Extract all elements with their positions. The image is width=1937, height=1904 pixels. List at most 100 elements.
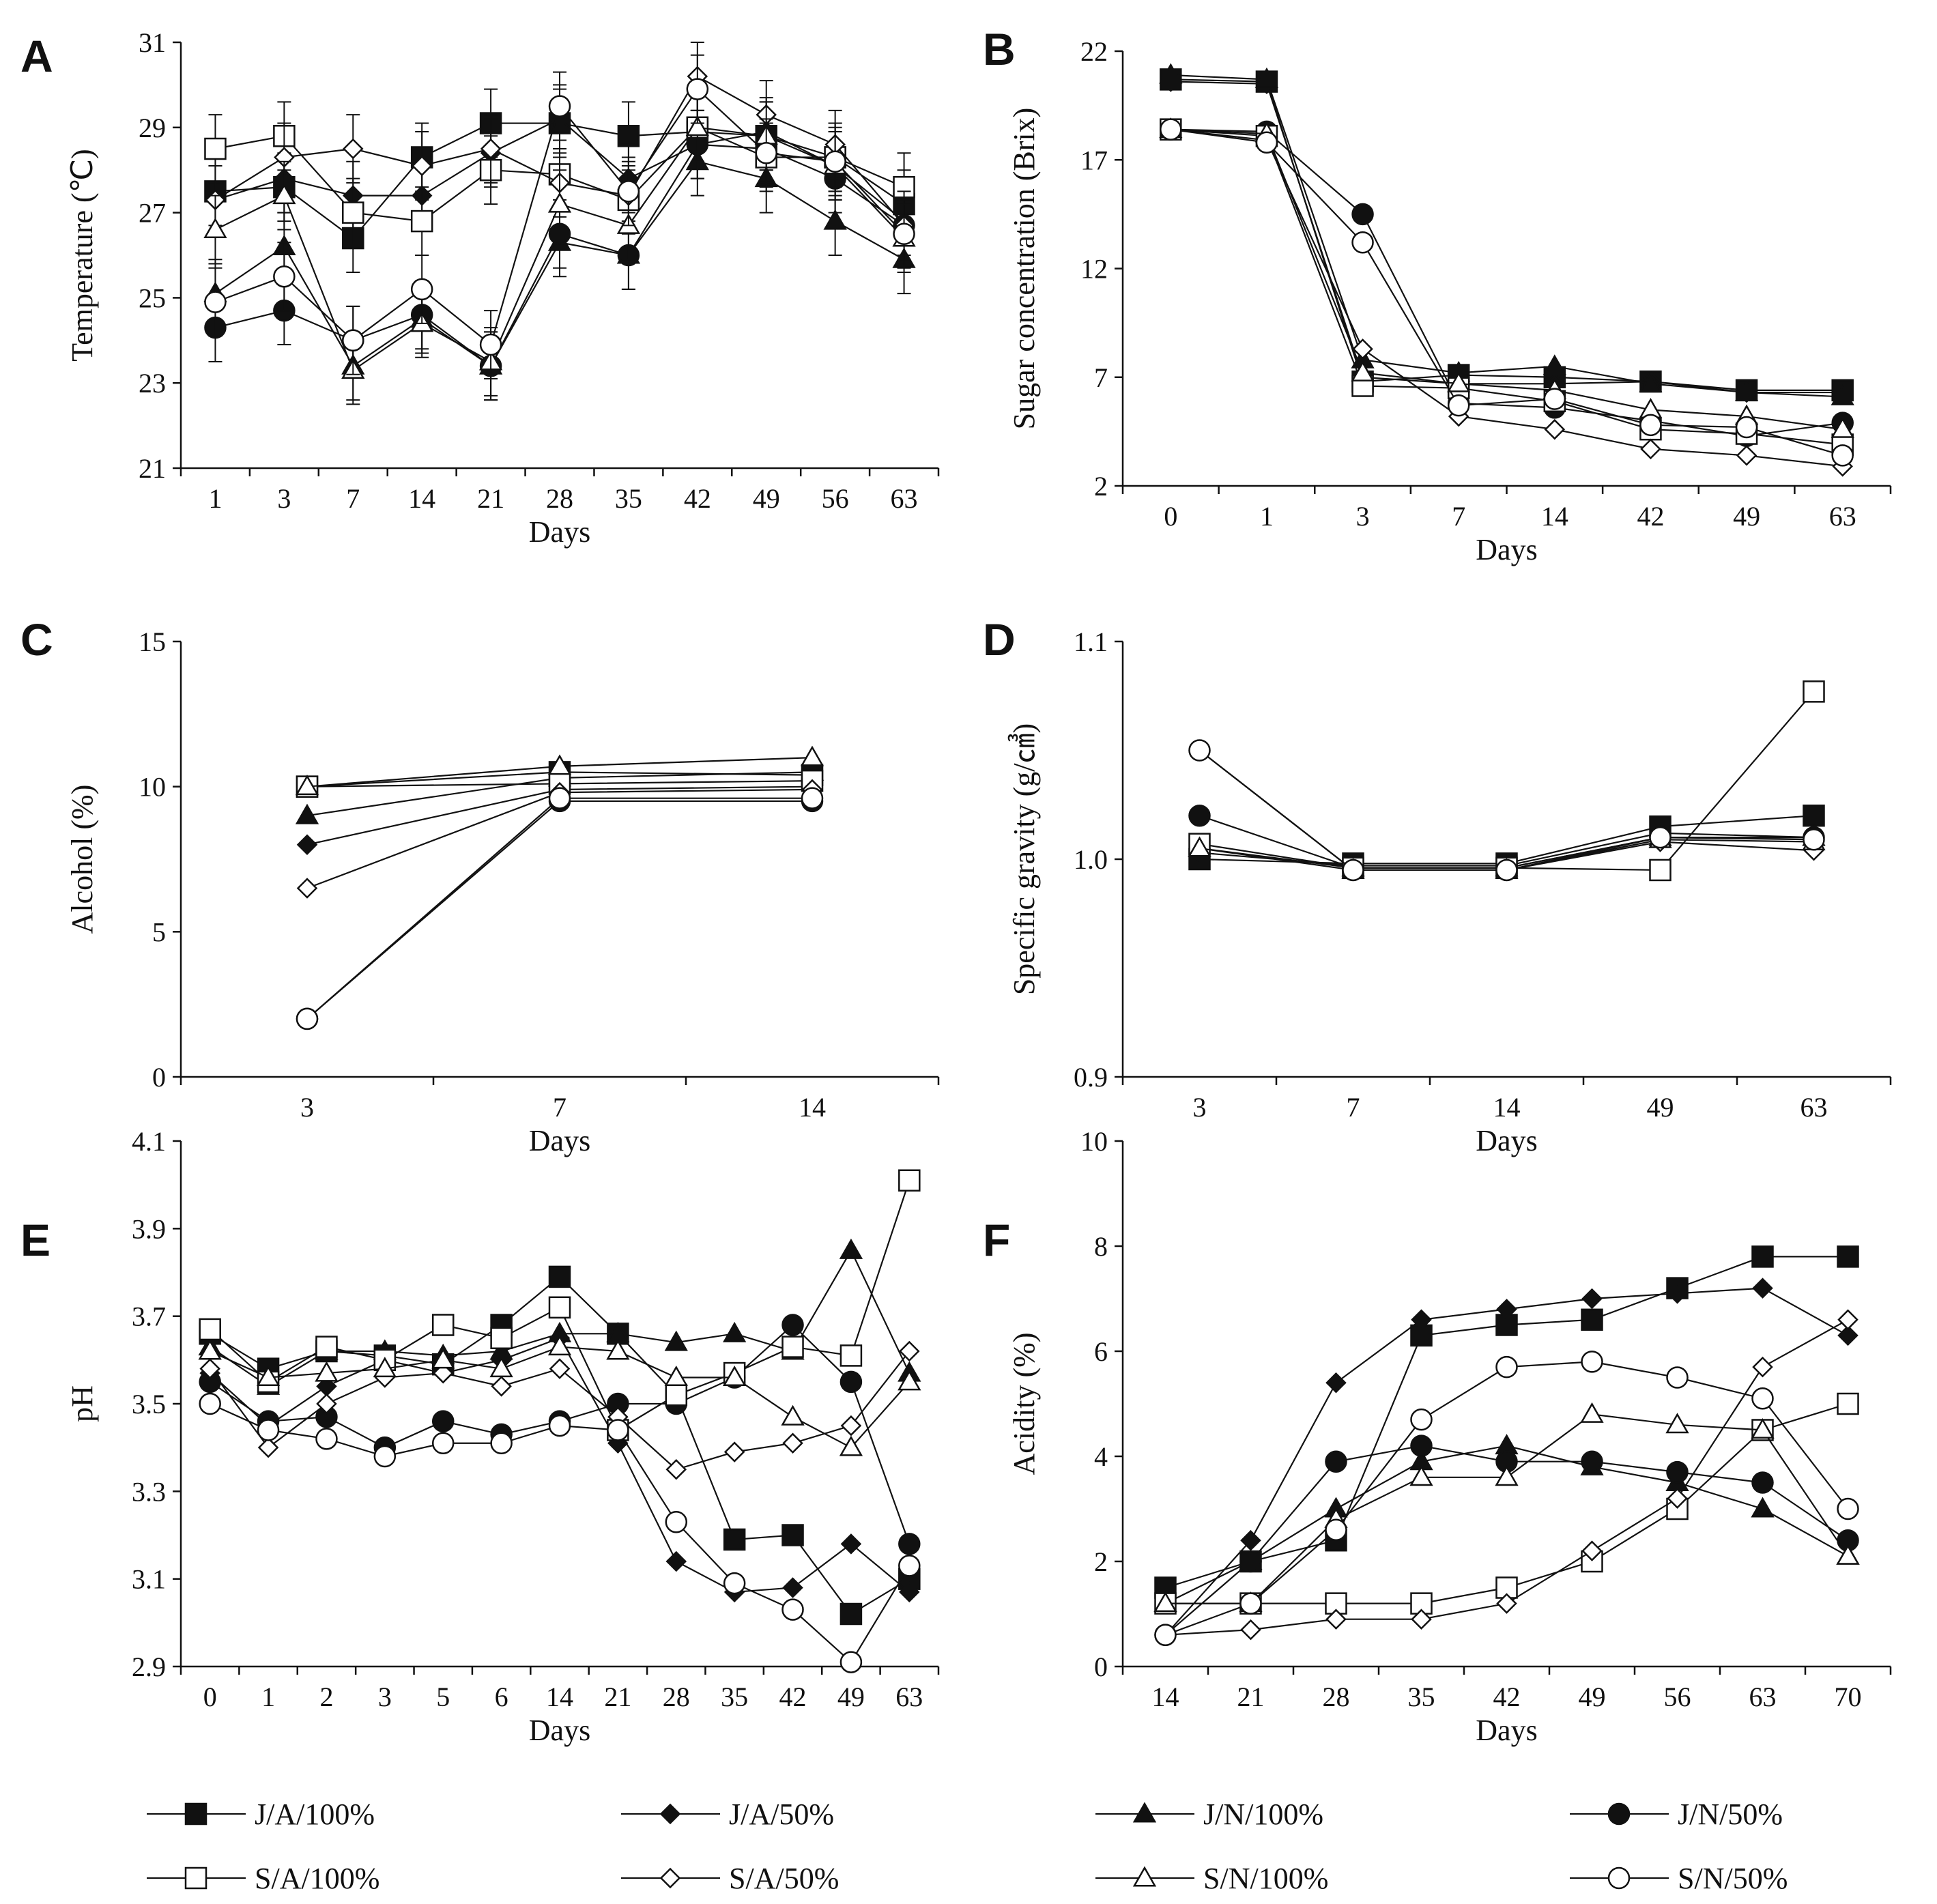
x-tick-label: 63	[1800, 1092, 1828, 1123]
data-point	[373, 1357, 397, 1378]
data-point	[1254, 67, 1279, 88]
data-point	[431, 1314, 455, 1336]
x-tick-label: 1	[208, 483, 222, 514]
data-point	[1495, 859, 1518, 882]
data-point	[1831, 384, 1854, 405]
y-axis-label: Acidity (%)	[1007, 1333, 1041, 1475]
x-tick-label: 28	[1323, 1682, 1350, 1712]
data-point	[1325, 1609, 1347, 1630]
data-point	[898, 1370, 921, 1391]
data-point	[617, 180, 640, 203]
data-point	[204, 137, 227, 160]
data-point	[548, 1265, 571, 1288]
data-point	[781, 1524, 804, 1546]
data-point	[1188, 836, 1211, 857]
x-axis-label: Days	[529, 515, 590, 549]
x-tick-label: 3	[1356, 501, 1370, 532]
y-tick-label: 4	[1094, 1441, 1108, 1472]
data-point	[1667, 1488, 1688, 1509]
data-point	[665, 1511, 688, 1533]
legend-marker	[1132, 1866, 1157, 1887]
data-point	[664, 1365, 688, 1386]
data-point	[723, 1528, 746, 1551]
data-point	[1836, 1544, 1860, 1565]
data-point	[1160, 118, 1182, 141]
data-point	[480, 138, 502, 160]
data-point	[490, 1432, 513, 1454]
data-point	[840, 1602, 863, 1626]
data-point	[1803, 828, 1825, 851]
data-point	[1581, 1288, 1603, 1310]
data-point	[198, 1339, 222, 1360]
x-tick-label: 3	[1193, 1092, 1207, 1123]
panel-letter: C	[20, 614, 53, 665]
y-tick-label: 3.5	[132, 1389, 166, 1419]
panel-letter: E	[20, 1215, 51, 1265]
y-tick-label: 2	[1094, 1546, 1108, 1577]
data-point	[1837, 1309, 1859, 1331]
series-j-n-100	[1159, 63, 1854, 405]
data-point	[1496, 1593, 1517, 1614]
data-point	[617, 125, 640, 147]
data-point	[840, 1415, 862, 1437]
data-point	[296, 878, 318, 899]
y-tick-label: 21	[139, 453, 166, 484]
data-point	[899, 1581, 920, 1603]
data-point	[1649, 859, 1671, 882]
y-tick-label: 5	[152, 917, 166, 947]
data-point	[1751, 1471, 1774, 1494]
legend-marker	[659, 1803, 681, 1825]
x-axis-label: Days	[1476, 1714, 1537, 1747]
series-s-n-50	[199, 1392, 921, 1673]
data-point	[1543, 354, 1566, 375]
panel-letter: B	[983, 24, 1016, 74]
x-axis-label: Days	[1476, 1124, 1537, 1157]
y-tick-label: 10	[1080, 1126, 1108, 1157]
data-point	[1837, 1497, 1859, 1520]
data-point	[839, 1435, 863, 1456]
data-point	[295, 775, 319, 796]
x-tick-label: 0	[1164, 501, 1177, 532]
x-tick-label: 7	[1452, 501, 1465, 532]
legend-label: S/N/100%	[1203, 1862, 1328, 1895]
data-point	[781, 1598, 804, 1621]
series-s-n-50	[204, 54, 915, 379]
data-point	[547, 754, 572, 775]
x-tick-label: 49	[1579, 1682, 1606, 1712]
y-tick-label: 0.9	[1074, 1062, 1108, 1093]
data-point	[664, 1330, 688, 1351]
data-point	[1411, 1309, 1432, 1331]
x-tick-label: 63	[895, 1682, 923, 1712]
data-point	[1240, 1619, 1261, 1641]
y-axis-label: Temperature (℃)	[66, 149, 99, 361]
series-j-n-50	[1154, 1434, 1859, 1647]
data-point	[489, 1357, 513, 1378]
data-point	[1351, 203, 1374, 226]
data-point	[823, 209, 847, 230]
data-point	[548, 95, 571, 117]
data-point	[1543, 388, 1566, 410]
data-point	[1803, 680, 1825, 703]
data-point	[549, 1358, 571, 1379]
data-point	[1667, 1283, 1688, 1304]
series-line	[1171, 128, 1843, 457]
y-tick-label: 15	[139, 626, 166, 657]
y-tick-label: 3.7	[132, 1301, 166, 1332]
x-tick-label: 1	[1260, 501, 1274, 532]
data-point	[411, 155, 433, 177]
y-tick-label: 27	[139, 198, 166, 229]
data-point	[1837, 1392, 1859, 1415]
x-tick-label: 0	[203, 1682, 217, 1712]
legend-label: J/N/50%	[1678, 1798, 1783, 1831]
data-point	[1239, 1550, 1262, 1573]
x-tick-label: 14	[1152, 1682, 1179, 1712]
data-point	[686, 78, 709, 100]
data-point	[1639, 371, 1663, 392]
y-tick-label: 2	[1094, 471, 1108, 502]
y-axis-label: Alcohol (%)	[66, 785, 99, 934]
data-point	[343, 138, 364, 160]
legend-label: S/A/100%	[255, 1862, 379, 1895]
x-tick-label: 21	[604, 1682, 631, 1712]
x-tick-label: 3	[378, 1682, 392, 1712]
